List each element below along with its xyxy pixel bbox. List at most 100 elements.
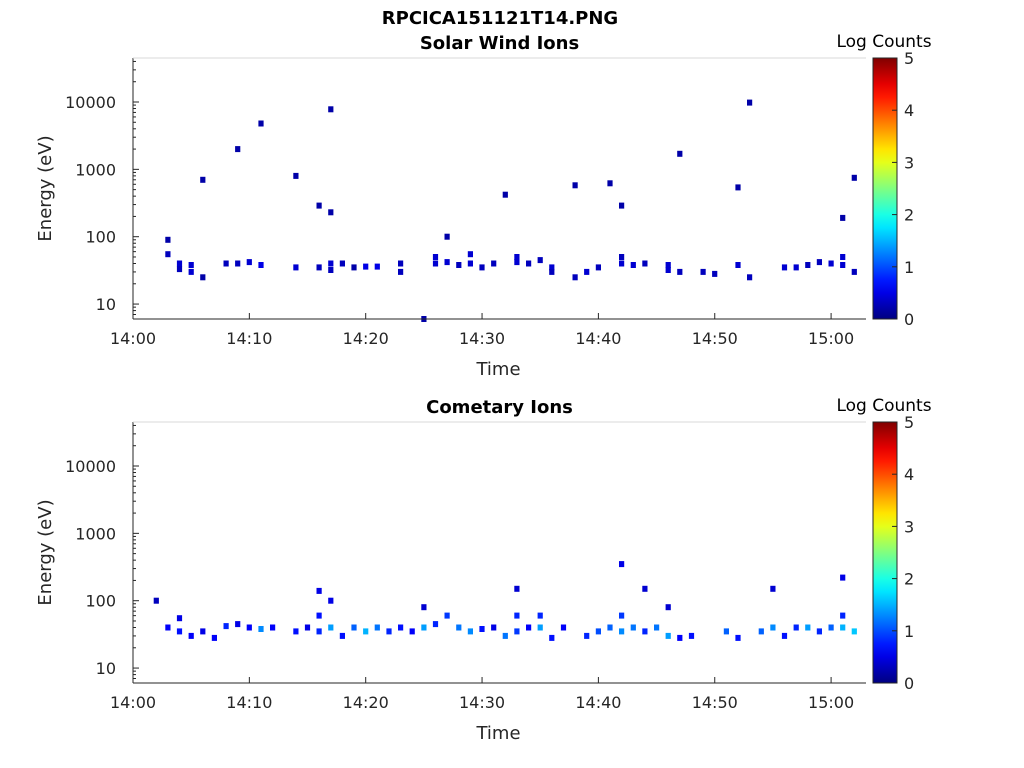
data-cell <box>537 624 543 631</box>
data-cell <box>444 612 450 619</box>
data-cell <box>514 585 520 592</box>
data-cell <box>549 634 555 641</box>
data-cell <box>770 585 776 592</box>
data-cell <box>176 615 183 622</box>
data-cell <box>165 624 171 631</box>
data-cell <box>467 251 473 258</box>
data-cell <box>502 191 508 198</box>
data-cell <box>793 264 799 271</box>
data-cell <box>747 99 753 106</box>
data-cell <box>304 624 311 631</box>
data-cell <box>165 251 171 258</box>
data-cell <box>781 264 788 271</box>
data-cell <box>735 184 741 191</box>
y-tick-label: 10000 <box>65 457 116 476</box>
y-tick-label: 1000 <box>75 160 116 179</box>
x-tick-label: 14:20 <box>343 693 389 712</box>
data-cell <box>595 628 601 635</box>
y-tick-label: 1000 <box>75 524 116 543</box>
figure-title: RPCICA151121T14.PNG <box>382 8 618 29</box>
data-cell <box>316 628 322 635</box>
data-cell <box>677 150 683 157</box>
data-cell <box>491 260 497 267</box>
x-tick-label: 14:50 <box>692 329 738 348</box>
colorbar-tick-label: 0 <box>904 674 914 693</box>
data-cell <box>293 628 299 635</box>
data-cell <box>467 260 473 267</box>
data-cell <box>270 624 276 631</box>
data-cell <box>642 260 648 267</box>
data-cell <box>432 260 439 267</box>
data-cell <box>840 262 846 268</box>
y-tick-label: 10 <box>96 659 116 678</box>
data-cell <box>479 264 485 271</box>
data-cell <box>840 624 846 631</box>
data-cell <box>619 612 625 619</box>
data-cell <box>363 628 369 635</box>
data-cell <box>188 632 194 639</box>
data-cell <box>584 632 590 639</box>
y-tick-label: 10 <box>96 295 116 314</box>
data-cell <box>688 632 695 639</box>
data-cell <box>165 236 171 243</box>
data-cell <box>235 621 241 628</box>
data-cell <box>293 264 299 271</box>
data-cell <box>700 268 706 275</box>
data-cell <box>328 106 334 113</box>
data-cell <box>805 262 811 268</box>
data-cell <box>654 624 660 631</box>
data-cell <box>398 624 404 631</box>
data-cell <box>770 624 776 631</box>
data-cell <box>816 628 822 635</box>
colorbar-tick-label: 5 <box>904 49 914 68</box>
x-tick-label: 14:40 <box>575 693 621 712</box>
x-tick-label: 14:30 <box>459 693 505 712</box>
data-cell <box>456 262 462 268</box>
x-tick-label: 15:00 <box>808 693 854 712</box>
data-cell <box>200 628 206 635</box>
data-cell <box>153 597 159 604</box>
data-cell <box>258 626 264 632</box>
data-cell <box>328 260 334 267</box>
data-cell <box>665 604 671 611</box>
x-tick-label: 14:10 <box>226 329 272 348</box>
colorbar-tick-label: 1 <box>904 258 914 277</box>
x-tick-label: 14:30 <box>459 329 505 348</box>
colorbar <box>872 421 898 684</box>
data-cell <box>735 262 741 268</box>
data-cell <box>374 624 380 631</box>
x-tick-label: 14:00 <box>110 329 156 348</box>
data-cell <box>258 120 264 127</box>
y-axis-label: Energy (eV) <box>35 499 56 605</box>
data-cell <box>537 612 543 619</box>
data-cell <box>432 621 439 628</box>
data-cell <box>316 264 322 271</box>
data-cell <box>211 634 217 641</box>
data-cell <box>607 624 613 631</box>
data-cell <box>176 266 183 273</box>
data-cell <box>223 260 229 267</box>
data-cell <box>677 268 683 275</box>
data-cell <box>549 268 555 275</box>
colorbar-tick-label: 3 <box>904 517 914 536</box>
data-cell <box>840 254 846 260</box>
data-cell <box>176 628 183 635</box>
colorbar-tick-label: 4 <box>904 101 914 120</box>
data-cell <box>374 263 380 270</box>
panel-title: Cometary Ions <box>426 397 573 418</box>
data-cell <box>560 624 567 631</box>
data-cell <box>339 632 345 639</box>
data-cell <box>246 259 252 266</box>
data-cell <box>398 268 404 275</box>
data-cell <box>293 172 299 179</box>
data-cell <box>805 624 811 631</box>
data-cell <box>526 624 532 631</box>
data-cell <box>200 176 206 183</box>
colorbar-tick-label: 2 <box>904 570 914 589</box>
data-cell <box>747 274 753 281</box>
data-cell <box>351 624 357 631</box>
data-cell <box>339 260 345 267</box>
data-cell <box>235 146 241 153</box>
